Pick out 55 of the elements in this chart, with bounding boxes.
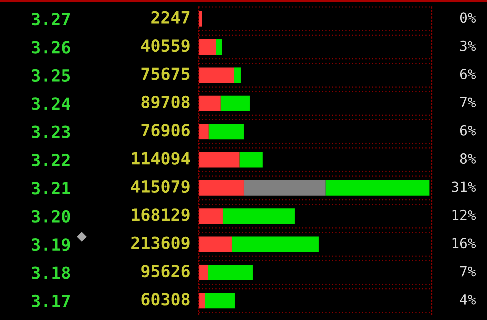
text: 31% [452,182,476,192]
bar [199,152,240,168]
bar [199,208,223,224]
y-tick-label: 3.25 [32,69,70,82]
text: 4% [460,294,476,305]
bar [199,68,234,84]
bar [199,180,244,196]
text: 3% [460,40,476,52]
text: 75675 [142,68,190,80]
bar [199,11,202,27]
text: 95626 [142,264,190,278]
text: 6% [460,69,476,80]
y-tick-label: 3.24 [32,98,70,110]
y-tick-label: 3.17 [32,294,70,308]
text: 415079 [131,180,190,194]
y-tick-label: 3.20 [32,210,70,223]
bar [222,208,295,224]
text: 8% [460,154,476,164]
bar [240,152,263,168]
bar [216,40,222,56]
y-tick-label: 3.22 [32,154,70,167]
y-tick-label: 3.19 [32,238,70,252]
y-tick-label: 3.23 [32,126,70,138]
y-tick-label: 3.27 [32,13,70,26]
bar [199,96,221,112]
text: 12% [452,210,476,220]
text: 16% [452,238,476,249]
y-tick-label: 3.18 [32,266,70,280]
bar [232,236,319,252]
bar [199,124,209,140]
text: 114094 [132,152,190,165]
bar [234,68,241,84]
text: 168129 [132,208,190,222]
text: 60308 [142,293,190,306]
text: 7% [460,266,476,277]
text: 76906 [142,124,190,137]
bar [244,180,326,196]
bar [199,40,216,56]
text: 6% [460,125,476,136]
text: 89708 [142,96,190,109]
bar [199,264,208,280]
y-tick-label: 3.21 [32,182,70,195]
bar [220,96,250,112]
bar [199,236,232,252]
bar [199,293,205,309]
text: 213609 [132,236,190,250]
text: 2247 [152,11,190,24]
y-tick-label: 3.26 [32,41,70,54]
text: 7% [460,97,476,108]
text: 40559 [142,40,190,52]
text: 0% [460,12,476,24]
bar [208,264,253,280]
bar [205,293,235,309]
bar [326,180,430,196]
bar [208,124,244,140]
